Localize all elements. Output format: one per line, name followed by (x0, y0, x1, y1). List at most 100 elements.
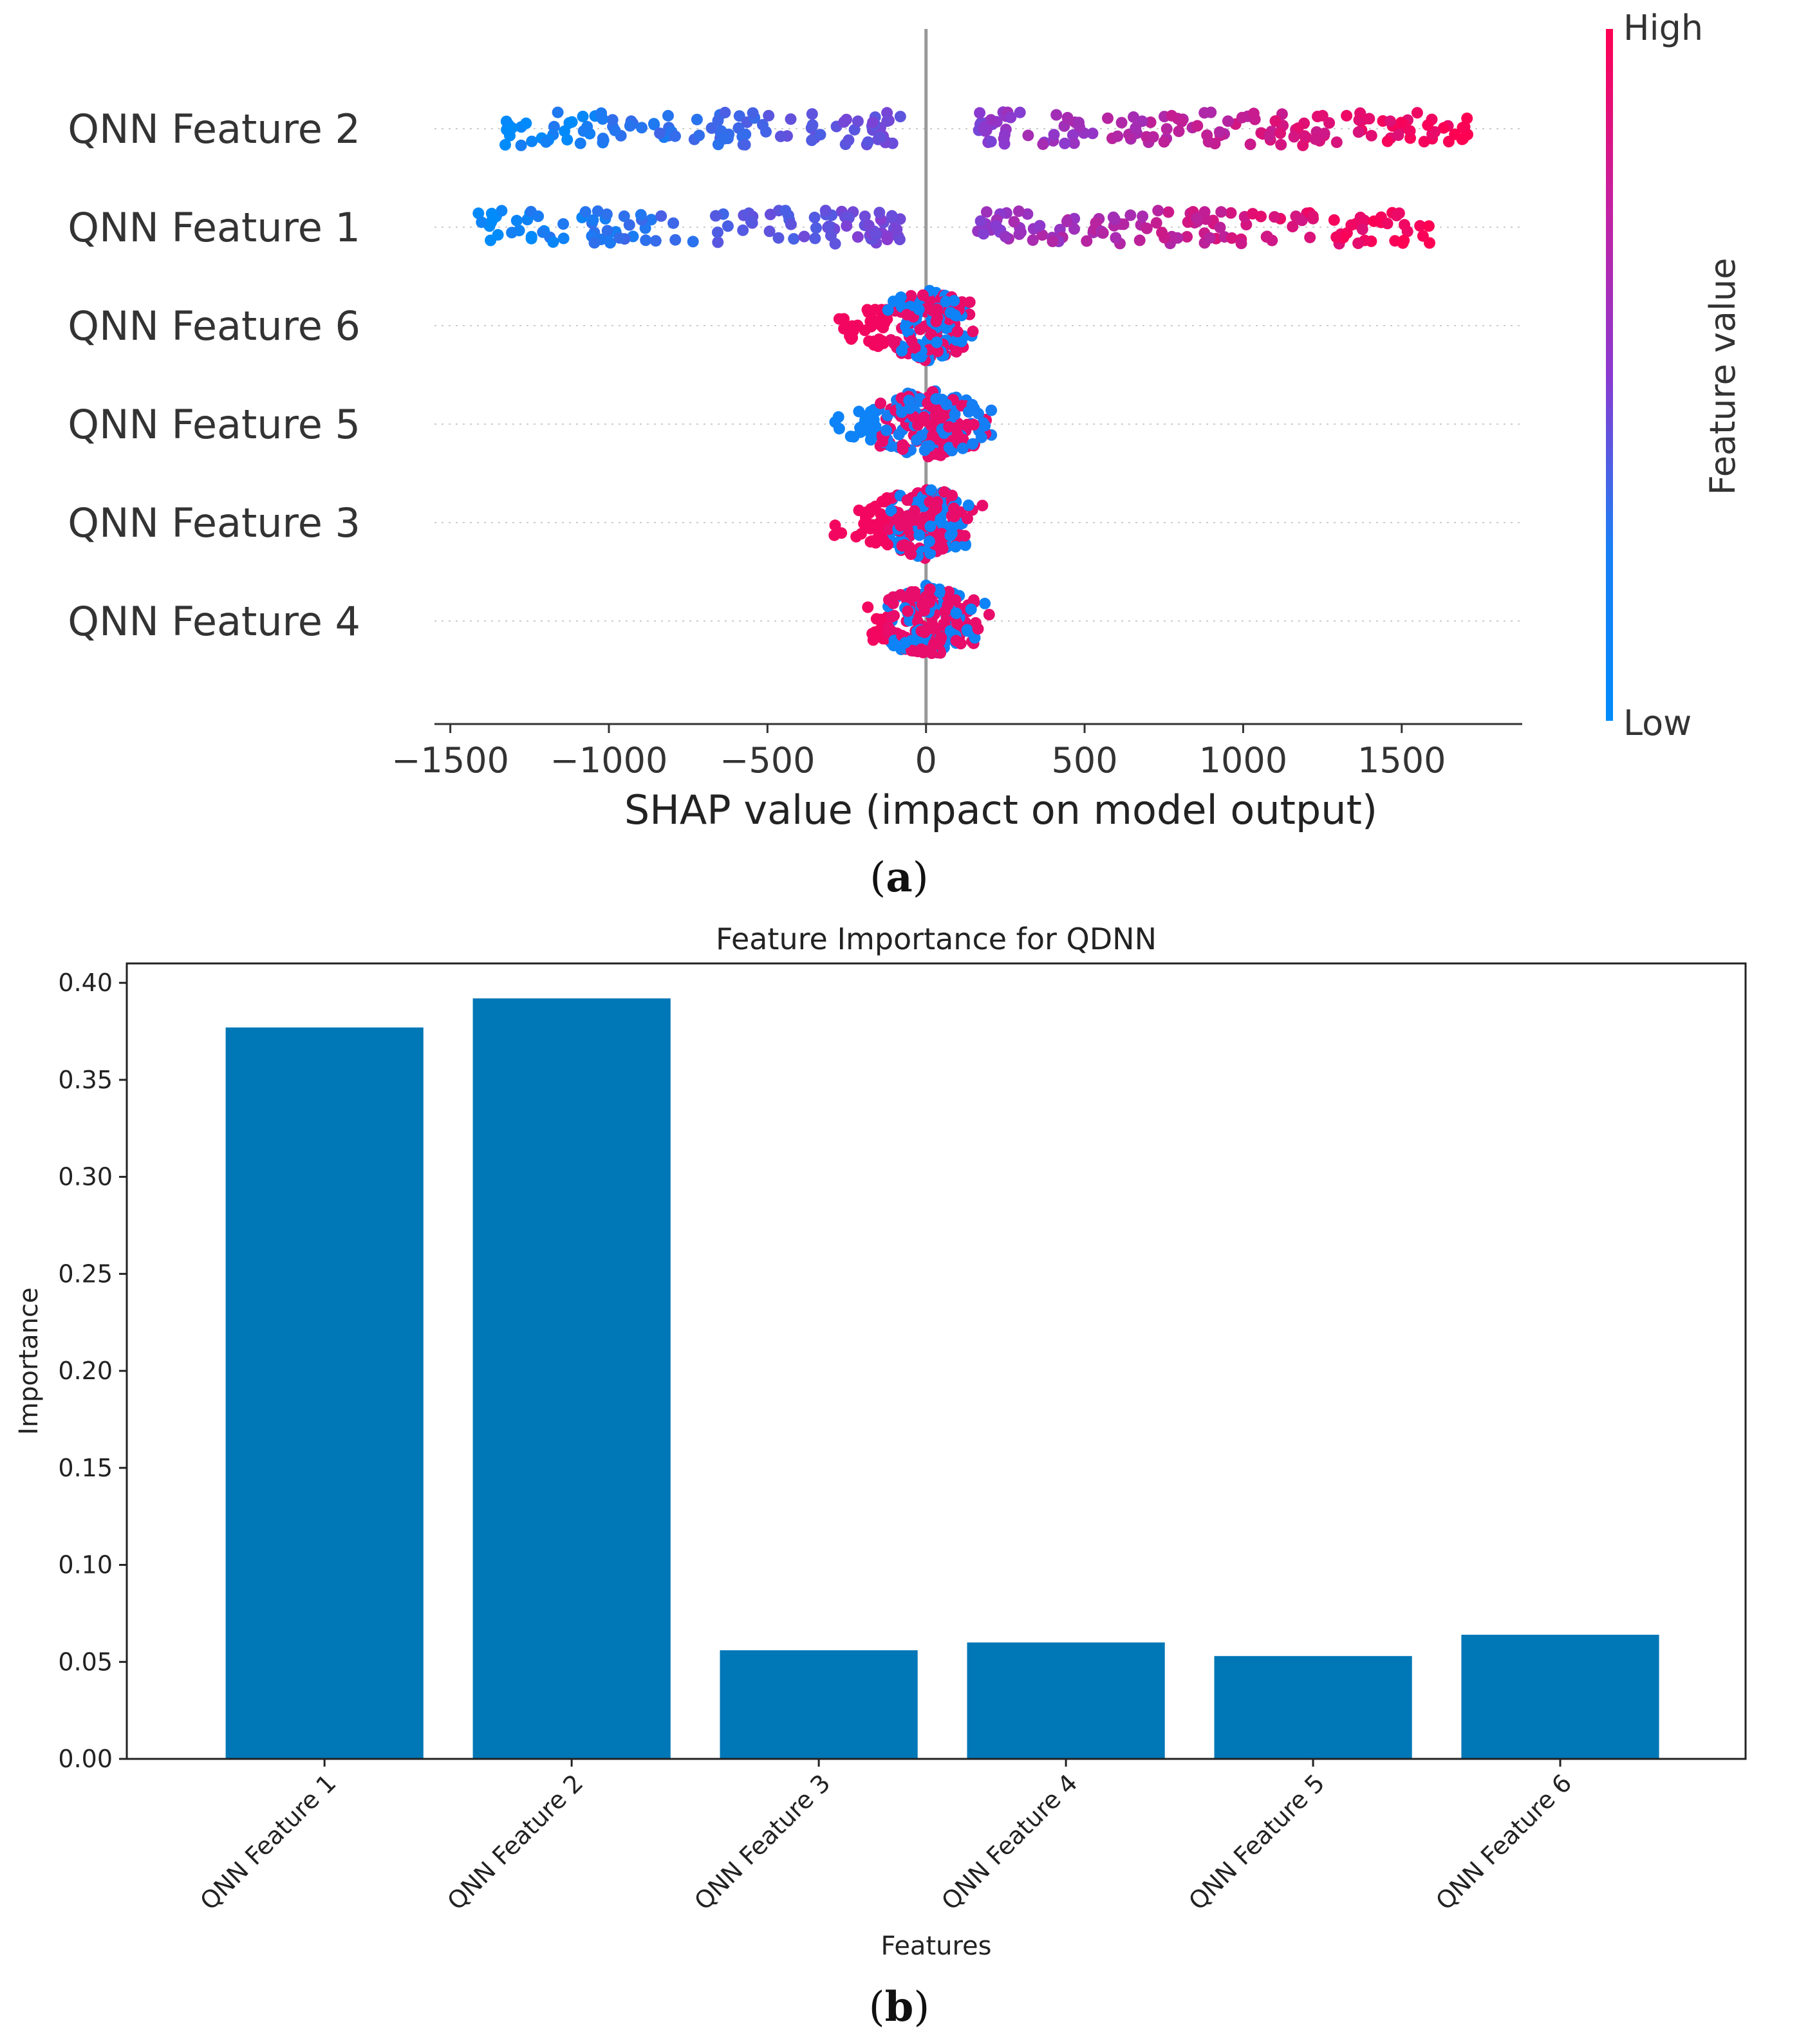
shap-dot (967, 326, 979, 337)
shap-dot (1005, 111, 1017, 124)
shap-dot (525, 232, 537, 245)
shap-dot (499, 139, 511, 151)
shap-feature-labels: QNN Feature 2 QNN Feature 1 QNN Feature 6 Q… (68, 106, 360, 645)
shap-dot (935, 449, 947, 461)
shap-dot (1422, 220, 1435, 232)
bar-chart-title: Feature Importance for QDNN (716, 922, 1157, 956)
panel-a-label: (a) (870, 853, 928, 902)
shap-x-tick-label: −500 (720, 740, 815, 781)
shap-dot (1381, 218, 1394, 230)
shap-dot (946, 527, 958, 539)
shap-dot (691, 113, 703, 125)
shap-dot (1059, 137, 1071, 149)
shap-dot (788, 233, 800, 245)
shap-dot (1390, 209, 1403, 221)
shap-dot (1012, 205, 1025, 218)
shap-dot (1141, 222, 1153, 234)
shap-dot (951, 326, 964, 338)
shap-dot (1173, 125, 1185, 137)
shap-dot (943, 421, 955, 433)
shap-dot (979, 420, 991, 432)
shap-dot (1204, 232, 1216, 244)
shap-dot (1236, 111, 1248, 124)
shap-dot (881, 539, 893, 551)
shap-x-tick-label: −1000 (550, 740, 668, 781)
shap-x-tick-label: 500 (1052, 740, 1118, 781)
shap-dot (763, 225, 776, 237)
shap-dot (1422, 119, 1434, 131)
shap-dot (1397, 237, 1409, 249)
shap-dot (669, 234, 682, 246)
bar-y-tick-label: 0.00 (58, 1745, 113, 1773)
shap-dot (1147, 131, 1159, 143)
shap-dot (892, 513, 904, 525)
shap-dot (864, 405, 877, 418)
shap-dot (1392, 129, 1404, 141)
shap-dot (1414, 219, 1426, 232)
shap-dot (574, 137, 586, 149)
shap-dot (1459, 121, 1471, 133)
shap-dot (881, 424, 892, 436)
shap-dot (597, 133, 609, 145)
shap-dot (948, 502, 960, 514)
shap-dot (1222, 115, 1234, 127)
shap-dot (1198, 206, 1211, 218)
shap-dot (913, 529, 926, 541)
bar-x-tick-label: QNN Feature 2 (442, 1769, 588, 1915)
shap-dot (985, 136, 997, 148)
shap-dot (1417, 230, 1429, 242)
shap-dot (1048, 129, 1060, 141)
shap-dot (901, 494, 913, 506)
shap-dot (810, 222, 822, 234)
shap-dot (944, 306, 956, 319)
bar (967, 1642, 1165, 1759)
shap-dot (613, 232, 626, 244)
shap-dot (915, 625, 927, 637)
shap-dot (1244, 138, 1256, 151)
shap-dot (923, 535, 935, 548)
shap-dot (1110, 232, 1122, 244)
shap-x-tick-label: 1000 (1199, 740, 1287, 781)
colorbar (1606, 29, 1613, 721)
shap-dot (1381, 135, 1394, 147)
shap-dot (1437, 122, 1449, 134)
shap-dot (739, 138, 751, 151)
shap-dot (1309, 133, 1321, 145)
shap-dot (881, 494, 893, 506)
shap-dot (763, 109, 775, 122)
shap-dot (718, 133, 730, 145)
shap-dot (885, 440, 897, 452)
shap-dot (1296, 214, 1308, 227)
shap-dot (1000, 230, 1011, 243)
shap-dot (909, 342, 921, 354)
shap-dot (938, 486, 951, 498)
bar (1214, 1656, 1412, 1759)
shap-feature-label: QNN Feature 6 (68, 302, 360, 349)
shap-dot (907, 587, 919, 599)
shap-dot (990, 219, 1002, 232)
shap-dot (885, 505, 897, 517)
shap-dot (924, 583, 936, 595)
bar-y-axis-title: Importance (14, 1287, 44, 1435)
shap-dot (964, 296, 976, 308)
shap-dot (943, 441, 955, 454)
shap-dot (898, 539, 910, 552)
shap-dot (1352, 126, 1365, 138)
shap-dot (949, 594, 962, 606)
shap-dot (893, 429, 905, 440)
shap-dot (733, 110, 745, 122)
bar-x-ticks: QNN Feature 1 QNN Feature 2 QNN Feature 3 Q… (194, 1759, 1577, 1915)
shap-dot (737, 224, 749, 236)
shap-summary-plot: QNN Feature 2 QNN Feature 1 QNN Feature 6 Q… (68, 8, 1743, 833)
shap-dot (760, 125, 772, 138)
shap-dot (838, 313, 850, 325)
shap-dot (506, 227, 518, 239)
shap-dot (926, 647, 938, 659)
shap-dot (557, 232, 570, 245)
shap-dot (557, 218, 570, 230)
shap-dot (655, 210, 667, 222)
shap-dot (865, 428, 877, 440)
shap-dot (1411, 107, 1423, 119)
shap-dot (654, 127, 666, 140)
feature-importance-bar-chart: Feature Importance for QDNN 0.00 0.05 0.10… (14, 922, 1747, 1961)
